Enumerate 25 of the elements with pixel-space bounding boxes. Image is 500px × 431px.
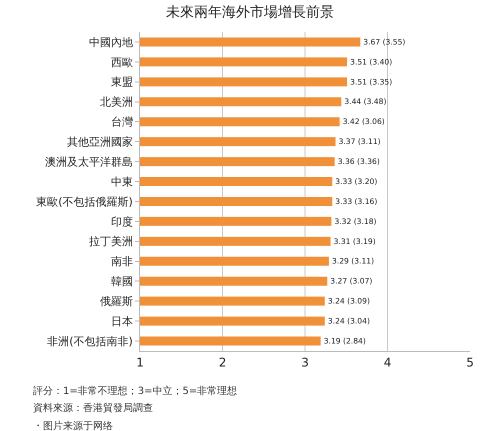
y-tick-label: 北美洲 bbox=[100, 96, 133, 109]
y-tick-label: 南非 bbox=[110, 255, 133, 268]
y-tick-label: 中國內地 bbox=[88, 36, 133, 49]
y-tick-label: 俄羅斯 bbox=[100, 295, 133, 308]
x-tick-label: 1 bbox=[136, 355, 144, 370]
y-tick-label: 其他亞洲國家 bbox=[66, 136, 133, 149]
y-tick-label: 印度 bbox=[110, 215, 133, 228]
y-tick-label: 東歐(不包括俄羅斯) bbox=[36, 195, 133, 208]
chart-title: 未來兩年海外市場增長前景 bbox=[166, 4, 334, 20]
y-tick-label: 台灣 bbox=[110, 116, 133, 129]
y-tick-label: 西歐 bbox=[110, 56, 133, 69]
y-tick-label: 中東 bbox=[110, 175, 133, 188]
source-note: 資料來源：香港貿發局調查 bbox=[33, 402, 153, 414]
y-tick-label: 日本 bbox=[110, 314, 133, 328]
x-tick-label: 5 bbox=[466, 355, 474, 370]
x-tick-label: 4 bbox=[384, 355, 392, 370]
y-tick-label: 非洲(不包括南非) bbox=[47, 334, 133, 348]
y-tick-label: 澳洲及太平洋群島 bbox=[44, 155, 133, 168]
y-tick-label: 韓國 bbox=[110, 275, 133, 288]
text: 評分：1=非常不理想；3=中立；5=非常理想 bbox=[33, 385, 238, 397]
text: ・图片来源于网络 bbox=[33, 420, 113, 431]
x-tick-label: 2 bbox=[218, 355, 226, 370]
x-tick-label: 3 bbox=[301, 355, 309, 370]
y-tick-label: 東盟 bbox=[110, 76, 133, 89]
y-tick-label: 拉丁美洲 bbox=[88, 235, 133, 248]
